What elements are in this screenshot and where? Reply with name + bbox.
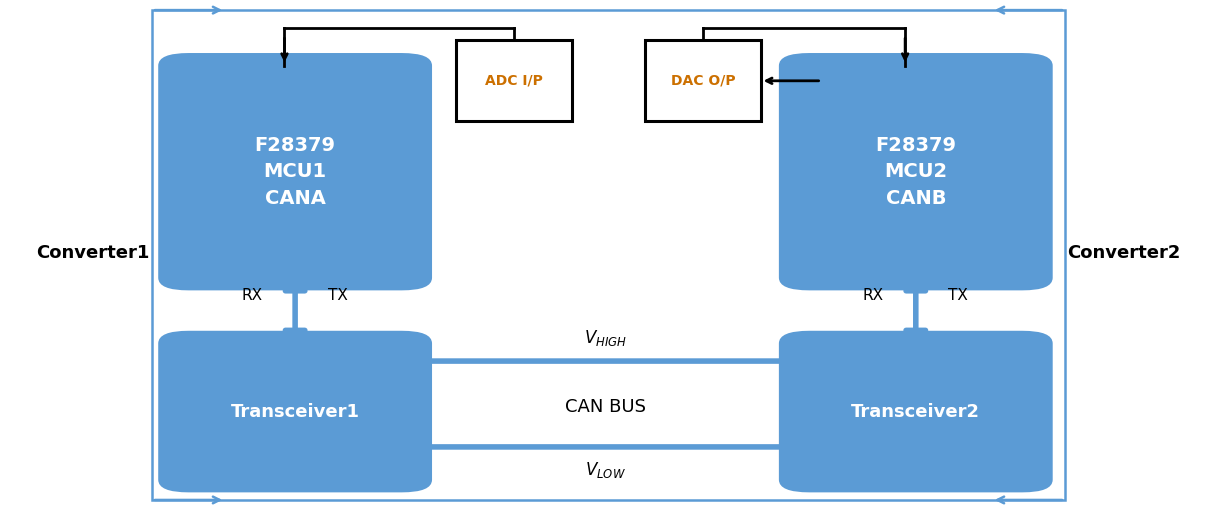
Text: F28379
MCU1
CANA: F28379 MCU1 CANA — [254, 136, 336, 208]
Bar — [456, 40, 572, 121]
Text: TX: TX — [327, 288, 348, 303]
Text: Converter2: Converter2 — [1067, 243, 1180, 262]
Text: Transceiver2: Transceiver2 — [852, 402, 980, 421]
FancyBboxPatch shape — [779, 53, 1053, 290]
FancyBboxPatch shape — [158, 53, 432, 290]
Text: TX: TX — [948, 288, 969, 303]
Text: DAC O/P: DAC O/P — [671, 74, 735, 88]
Text: Transceiver1: Transceiver1 — [231, 402, 359, 421]
Text: RX: RX — [863, 288, 884, 303]
Text: $V_{LOW}$: $V_{LOW}$ — [585, 460, 626, 480]
FancyBboxPatch shape — [158, 331, 432, 492]
Bar — [152, 10, 1065, 500]
Text: Converter1: Converter1 — [37, 243, 150, 262]
Text: $V_{HIGH}$: $V_{HIGH}$ — [584, 328, 627, 348]
Text: RX: RX — [242, 288, 263, 303]
Text: F28379
MCU2
CANB: F28379 MCU2 CANB — [875, 136, 957, 208]
Bar — [645, 40, 761, 121]
Text: CAN BUS: CAN BUS — [565, 397, 646, 416]
Text: ADC I/P: ADC I/P — [486, 74, 543, 88]
FancyBboxPatch shape — [779, 331, 1053, 492]
